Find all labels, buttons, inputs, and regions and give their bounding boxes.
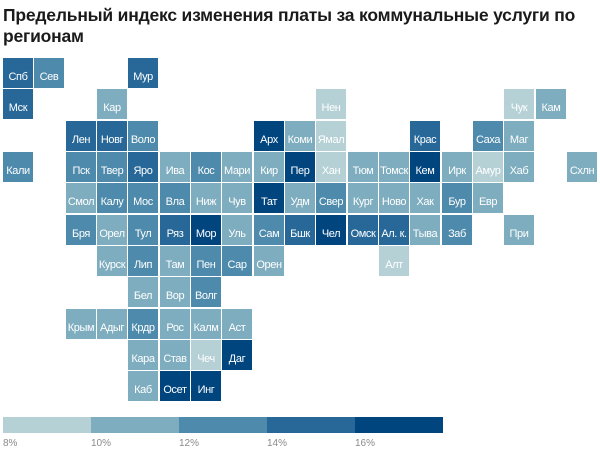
region-tile: Хаб <box>504 152 534 182</box>
region-tile: Крым <box>66 309 96 339</box>
region-tile: Орел <box>97 215 127 245</box>
region-tile: Бур <box>442 183 472 213</box>
region-tile: Орен <box>254 246 284 276</box>
region-tile: Мари <box>222 152 252 182</box>
region-tile: Мск <box>3 89 33 119</box>
region-tile: Маг <box>504 121 534 151</box>
region-tile: Уль <box>222 215 252 245</box>
region-tile: Волг <box>191 277 221 307</box>
legend-swatch <box>355 417 443 433</box>
region-tile: Ирк <box>442 152 472 182</box>
region-tile: Пер <box>285 152 315 182</box>
region-tile: Евр <box>473 183 503 213</box>
region-tile: Аст <box>222 309 252 339</box>
region-tile: Кам <box>536 89 566 119</box>
region-tile: Сам <box>254 215 284 245</box>
region-tile: Кар <box>97 89 127 119</box>
legend-tick-label: 14% <box>267 438 288 449</box>
region-tile: Бшк <box>285 215 315 245</box>
region-tile: Нен <box>316 89 346 119</box>
region-tile: Тюм <box>348 152 378 182</box>
region-tile: Сар <box>222 246 252 276</box>
region-tile: Спб <box>3 58 33 88</box>
region-tile: Чув <box>222 183 252 213</box>
region-tile: Ал. к. <box>379 215 409 245</box>
region-tile: Крдр <box>128 309 158 339</box>
region-tile: Ново <box>379 183 409 213</box>
region-tile: Пен <box>191 246 221 276</box>
region-tile: Тыва <box>410 215 440 245</box>
region-tile: Чеч <box>191 340 221 370</box>
region-tile: Арх <box>254 121 284 151</box>
region-tile: Там <box>160 246 190 276</box>
region-tile: Ряз <box>160 215 190 245</box>
legend-swatch <box>179 417 267 433</box>
color-legend <box>3 417 443 433</box>
region-tile: Чел <box>316 215 346 245</box>
region-tile: Ямал <box>316 121 346 151</box>
region-tile: Мур <box>128 58 158 88</box>
region-tile: Каб <box>128 371 158 401</box>
region-tile: Кара <box>128 340 158 370</box>
region-tile: Даг <box>222 340 252 370</box>
region-tile: Тул <box>128 215 158 245</box>
region-tile: Курск <box>97 246 127 276</box>
region-tile: Осет <box>160 371 190 401</box>
region-tile: Схлн <box>567 152 597 182</box>
region-tile: Ива <box>160 152 190 182</box>
region-tile: Саха <box>473 121 503 151</box>
legend-swatch <box>3 417 91 433</box>
region-tile: Вор <box>160 277 190 307</box>
region-tile: Адыг <box>97 309 127 339</box>
region-tile: Хак <box>410 183 440 213</box>
region-tile: Лен <box>66 121 96 151</box>
region-tile: Алт <box>379 246 409 276</box>
region-tile: Твер <box>97 152 127 182</box>
region-tile: Калм <box>191 309 221 339</box>
region-tile: Хан <box>316 152 346 182</box>
region-tile: Амур <box>473 152 503 182</box>
region-tile: Чук <box>504 89 534 119</box>
legend-tick-label: 8% <box>3 438 18 449</box>
region-tile: Мос <box>128 183 158 213</box>
region-tile: Крас <box>410 121 440 151</box>
region-tile: Новг <box>97 121 127 151</box>
region-tile: Кали <box>3 152 33 182</box>
region-tile: Смол <box>66 183 96 213</box>
region-tile: Кос <box>191 152 221 182</box>
legend-tick-label: 16% <box>355 438 376 449</box>
region-tile: Коми <box>285 121 315 151</box>
region-tile: Томск <box>379 152 409 182</box>
region-tile: Удм <box>285 183 315 213</box>
region-tile: Рос <box>160 309 190 339</box>
tile-map: Спб Сев Мур Мск Кар Нен Чук Кам Лен Новг Воло Арх Ко… <box>3 58 597 401</box>
region-tile: Инг <box>191 371 221 401</box>
region-tile: Заб <box>442 215 472 245</box>
region-tile: Мор <box>191 215 221 245</box>
region-tile: Ниж <box>191 183 221 213</box>
chart-title: Предельный индекс изменения платы за ком… <box>3 5 576 46</box>
region-tile: Кург <box>348 183 378 213</box>
region-tile: Калу <box>97 183 127 213</box>
region-tile: Кир <box>254 152 284 182</box>
region-tile: Омск <box>348 215 378 245</box>
legend-tick-label: 12% <box>179 438 200 449</box>
region-tile: Бел <box>128 277 158 307</box>
legend-swatch <box>91 417 179 433</box>
region-tile: Кем <box>410 152 440 182</box>
region-tile: Воло <box>128 121 158 151</box>
region-tile: Лип <box>128 246 158 276</box>
region-tile: Став <box>160 340 190 370</box>
region-tile: При <box>504 215 534 245</box>
region-tile: Пск <box>66 152 96 182</box>
region-tile: Вла <box>160 183 190 213</box>
legend-tick-label: 10% <box>91 438 112 449</box>
region-tile: Свер <box>316 183 346 213</box>
region-tile: Сев <box>34 58 64 88</box>
region-tile: Яро <box>128 152 158 182</box>
region-tile: Бря <box>66 215 96 245</box>
region-tile: Тат <box>254 183 284 213</box>
legend-swatch <box>267 417 355 433</box>
